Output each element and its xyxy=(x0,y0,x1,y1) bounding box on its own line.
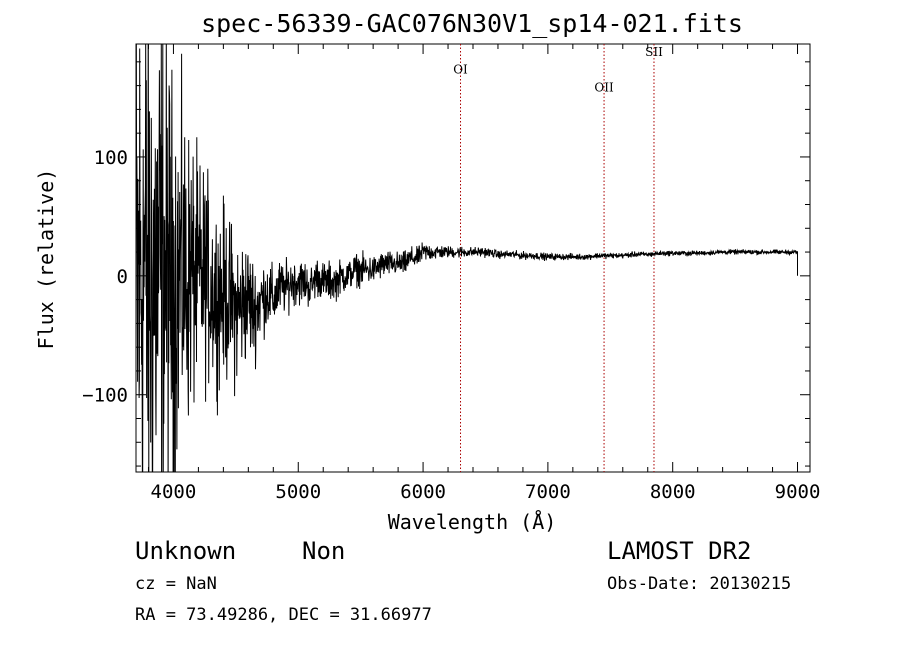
x-axis-label: Wavelength (Å) xyxy=(388,510,557,534)
chart-title: spec-56339-GAC076N30V1_sp14-021.fits xyxy=(201,9,743,38)
coordinates-text: RA = 73.49286, DEC = 31.66977 xyxy=(135,605,432,625)
y-tick-label: −100 xyxy=(82,385,128,407)
y-axis-label: Flux (relative) xyxy=(34,169,58,350)
survey-name: LAMOST DR2 xyxy=(607,537,752,565)
object-subclass: Non xyxy=(302,537,345,565)
spectral-line-label: OII xyxy=(594,81,614,95)
object-class: Unknown xyxy=(135,537,236,565)
y-tick-label: 0 xyxy=(117,266,128,288)
spectral-line-label: SII xyxy=(645,45,663,59)
x-tick-label: 8000 xyxy=(650,481,696,503)
spectrum-line xyxy=(136,44,798,472)
plot-frame xyxy=(135,43,811,473)
spectral-line-label: OI xyxy=(453,63,468,77)
redshift-text: cz = NaN xyxy=(135,574,217,594)
y-tick-label: 100 xyxy=(94,147,128,169)
obs-date-text: Obs-Date: 20130215 xyxy=(607,574,791,594)
x-tick-label: 6000 xyxy=(400,481,446,503)
x-tick-label: 4000 xyxy=(151,481,197,503)
x-tick-label: 9000 xyxy=(775,481,821,503)
x-tick-label: 7000 xyxy=(525,481,571,503)
x-tick-label: 5000 xyxy=(275,481,321,503)
